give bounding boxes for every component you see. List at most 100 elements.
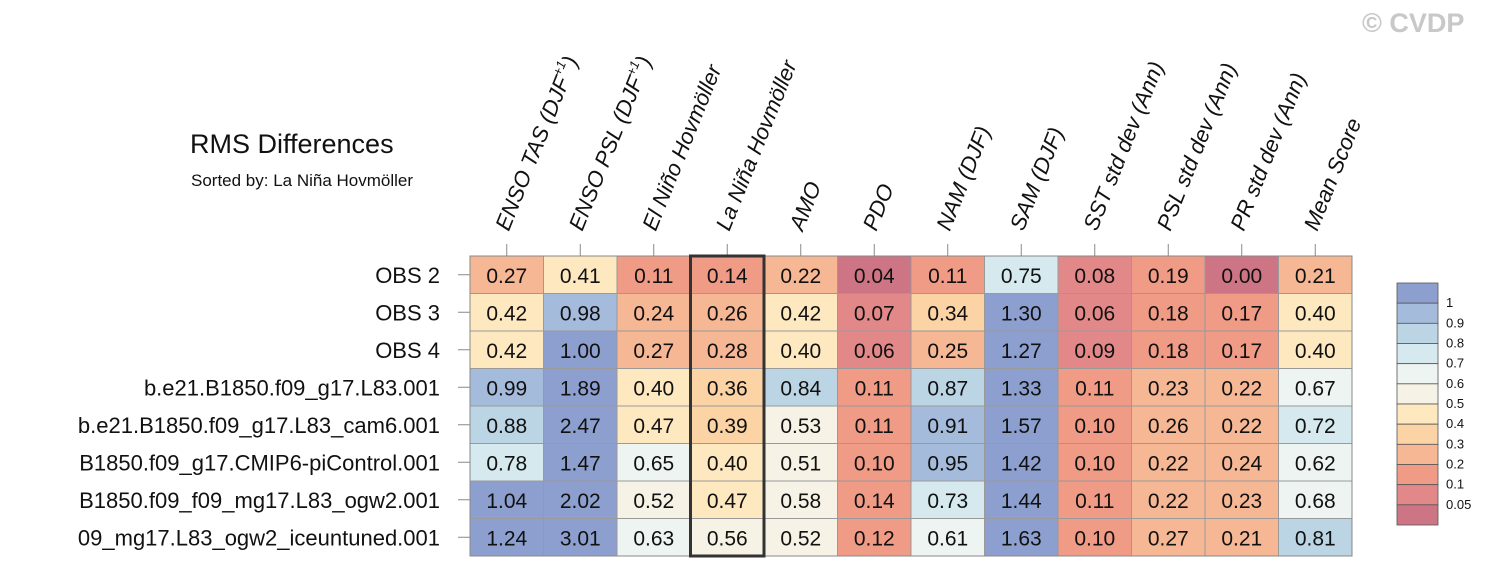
cell-value: 1.27 — [1001, 340, 1042, 363]
colorbar-swatch — [1396, 363, 1439, 385]
cell-value: 0.23 — [1221, 490, 1262, 513]
cell-value: 0.26 — [1148, 415, 1189, 438]
column-label: PSL std dev (Ann) — [1152, 59, 1242, 234]
cell-value: 0.65 — [633, 452, 674, 475]
column-label: La Niña Hovmöller — [711, 55, 803, 234]
colorbar-swatch — [1396, 484, 1439, 506]
heatmap-cell — [910, 368, 985, 407]
heatmap-cell — [984, 255, 1059, 294]
colorbar-label: 0.9 — [1446, 315, 1464, 330]
colorbar-label: 0.05 — [1446, 497, 1471, 512]
colorbar-label: 0.2 — [1446, 457, 1464, 472]
heatmap-cell — [1278, 518, 1353, 557]
heatmap-cell — [1131, 480, 1206, 519]
heatmap-cell — [1278, 330, 1353, 369]
column-label: NAM (DJF) — [931, 123, 995, 234]
colorbar-swatch — [1396, 302, 1439, 324]
heatmap-cell — [469, 443, 544, 482]
colorbar-swatch — [1396, 423, 1439, 445]
cell-value: 0.84 — [780, 377, 821, 400]
heatmap-cell — [984, 443, 1059, 482]
heatmap-cell — [1204, 480, 1279, 519]
cell-value: 0.22 — [1221, 415, 1262, 438]
cvdp-watermark: © CVDP — [1362, 8, 1464, 38]
cell-value: 0.22 — [780, 265, 821, 288]
axis-ticks — [458, 244, 1316, 538]
heatmap-cell — [1057, 368, 1132, 407]
cell-value: 0.40 — [1295, 302, 1336, 325]
cell-value: 0.22 — [1148, 452, 1189, 475]
cell-value: 0.40 — [633, 377, 674, 400]
cell-value: 0.10 — [854, 452, 895, 475]
chart-title: RMS Differences — [190, 129, 394, 159]
heatmap-cell — [469, 518, 544, 557]
cell-value: 2.02 — [560, 490, 601, 513]
heatmap-cell — [763, 480, 838, 519]
colorbar-swatch — [1396, 282, 1439, 304]
cell-value: 0.26 — [707, 302, 748, 325]
cell-value: 0.61 — [927, 527, 968, 550]
cell-value: 0.17 — [1221, 302, 1262, 325]
cell-value: 0.18 — [1148, 302, 1189, 325]
cell-value: 0.22 — [1148, 490, 1189, 513]
row-label: B1850.f09_f09_mg17.L83_ogw2.001 — [79, 488, 440, 513]
heatmap-cell — [837, 255, 912, 294]
cell-value: 0.27 — [633, 340, 674, 363]
heatmap-cell — [616, 480, 691, 519]
cell-value: 0.47 — [707, 490, 748, 513]
cell-value: 0.52 — [780, 527, 821, 550]
row-label: b.e21.B1850.f09_g17.L83_cam6.001 — [78, 413, 440, 438]
cell-value: 0.88 — [486, 415, 527, 438]
colorbar-swatch — [1396, 504, 1439, 526]
cell-value: 0.51 — [780, 452, 821, 475]
cell-value: 0.53 — [780, 415, 821, 438]
heatmap-cell — [910, 518, 985, 557]
heatmap-cell — [1204, 405, 1279, 444]
colorbar-swatch — [1396, 343, 1439, 365]
cell-value: 1.30 — [1001, 302, 1042, 325]
cell-value: 0.42 — [486, 302, 527, 325]
cell-value: 1.00 — [560, 340, 601, 363]
row-label: 09_mg17.L83_ogw2_iceuntuned.001 — [78, 525, 440, 550]
heatmap-cell — [469, 480, 544, 519]
chart-subtitle: Sorted by: La Niña Hovmöller — [191, 171, 413, 190]
cell-value: 0.36 — [707, 377, 748, 400]
cell-value: 3.01 — [560, 527, 601, 550]
heatmap-cell — [910, 405, 985, 444]
heatmap-cell — [690, 368, 765, 407]
heatmap-cell — [910, 330, 985, 369]
column-label: PR std dev (Ann) — [1225, 69, 1311, 234]
colorbar-label: 0.7 — [1446, 356, 1464, 371]
heatmap-cell — [910, 293, 985, 332]
row-label: OBS 3 — [375, 300, 440, 325]
row-label: OBS 4 — [375, 338, 440, 363]
cell-value: 0.25 — [927, 340, 968, 363]
sorted-column-highlight — [689, 254, 766, 558]
cell-value: 0.12 — [854, 527, 895, 550]
heatmap-cell — [616, 405, 691, 444]
column-label: El Niño Hovmöller — [637, 60, 727, 234]
colorbar-swatch — [1396, 443, 1439, 465]
cell-value: 0.00 — [1221, 265, 1262, 288]
cell-value: 0.09 — [1074, 340, 1115, 363]
cell-value: 0.21 — [1221, 527, 1262, 550]
heatmap-cell — [469, 368, 544, 407]
cell-value: 1.04 — [486, 490, 527, 513]
cell-value: 0.19 — [1148, 265, 1189, 288]
colorbar-label: 0.8 — [1446, 336, 1464, 351]
cell-value: 0.40 — [780, 340, 821, 363]
heatmap-cell — [690, 480, 765, 519]
colorbar-swatch — [1396, 464, 1439, 486]
cell-value: 0.98 — [560, 302, 601, 325]
cell-value: 0.17 — [1221, 340, 1262, 363]
cell-value: 0.18 — [1148, 340, 1189, 363]
cell-value: 0.52 — [633, 490, 674, 513]
cell-value: 0.67 — [1295, 377, 1336, 400]
heatmap-cell — [1278, 443, 1353, 482]
cell-value: 0.24 — [633, 302, 674, 325]
cell-value: 0.40 — [707, 452, 748, 475]
colorbar-label: 0.6 — [1446, 376, 1464, 391]
cell-value: 0.81 — [1295, 527, 1336, 550]
row-labels: OBS 2 OBS 3 OBS 4 b.e21.B1850.f09_g17.L83.0… — [78, 263, 440, 551]
